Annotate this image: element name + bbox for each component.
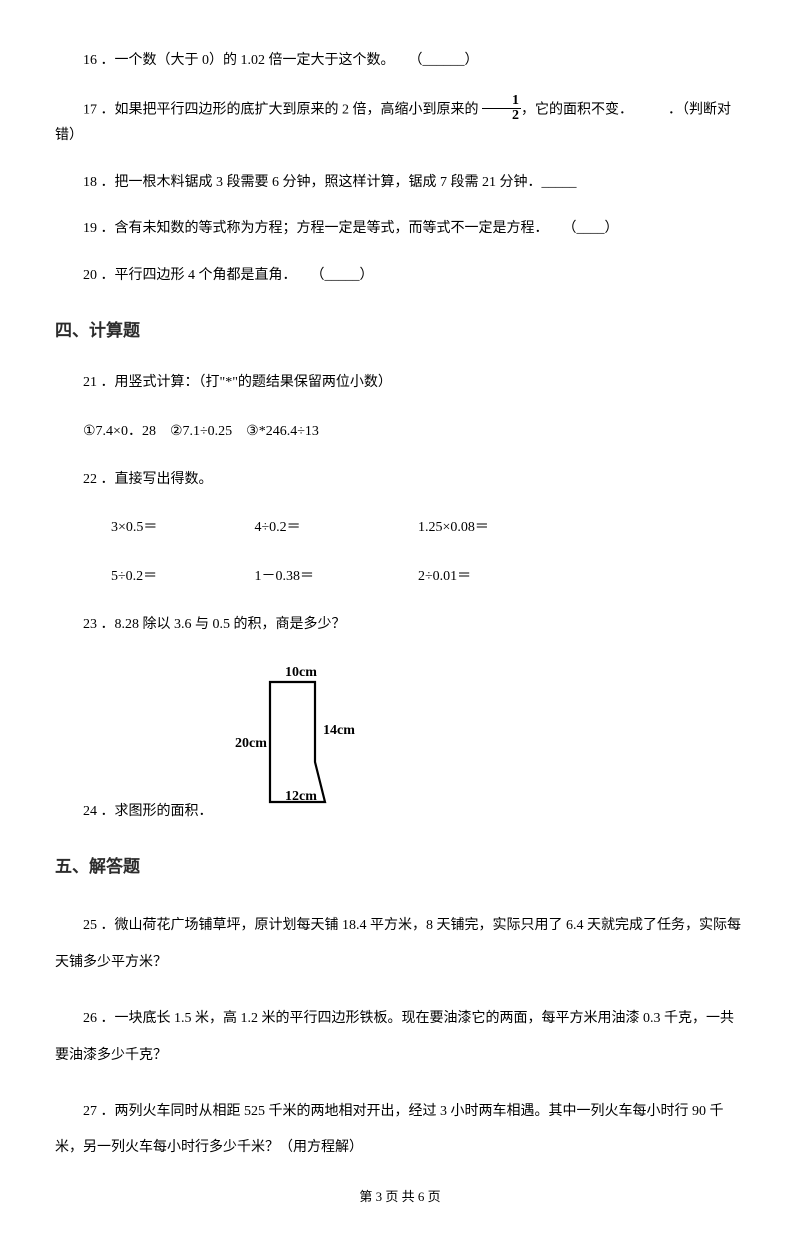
eq-3: 1.25×0.08＝ bbox=[390, 517, 489, 539]
question-19: 19 ．含有未知数的等式称为方程；方程一定是等式，而等式不一定是方程． （___… bbox=[55, 218, 745, 240]
eq-5: 1－0.38＝ bbox=[227, 566, 387, 588]
question-22-row1: 3×0.5＝ 4÷0.2＝ 1.25×0.08＝ bbox=[55, 517, 745, 539]
question-26: 26 ．一块底长 1.5 米，高 1.2 米的平行四边形铁板。现在要油漆它的两面… bbox=[55, 1001, 745, 1074]
section-4-title: 四、计算题 bbox=[55, 317, 745, 344]
figure-svg: 10cm 14cm 20cm 12cm bbox=[235, 662, 375, 812]
question-24: 24 ．求图形的面积． bbox=[55, 801, 745, 823]
question-22-row2: 5÷0.2＝ 1－0.38＝ 2÷0.01＝ bbox=[55, 566, 745, 588]
question-21: 21 ．用竖式计算：（打"*"的题结果保留两位小数） bbox=[55, 372, 745, 394]
question-17: 17 ．如果把平行四边形的底扩大到原来的 2 倍，高缩小到原来的 12，它的面积… bbox=[55, 96, 745, 147]
eq-2: 4÷0.2＝ bbox=[227, 517, 387, 539]
question-21-items: ①7.4×0．28 ②7.1÷0.25 ③*246.4÷13 bbox=[55, 421, 745, 443]
geometry-figure: 10cm 14cm 20cm 12cm bbox=[235, 662, 745, 820]
question-18: 18 ．把一根木料锯成 3 段需要 6 分钟，照这样计算，锯成 7 段需 21 … bbox=[55, 172, 745, 194]
label-bottom: 12cm bbox=[285, 789, 317, 804]
figure-shape bbox=[270, 682, 325, 802]
fraction-numerator: 1 bbox=[482, 94, 521, 109]
q17-text-p1: 17 ．如果把平行四边形的底扩大到原来的 2 倍，高缩小到原来的 bbox=[83, 103, 482, 118]
fraction-half: 12 bbox=[482, 94, 521, 123]
question-20: 20 ．平行四边形 4 个角都是直角． （_____） bbox=[55, 265, 745, 287]
section-5-title: 五、解答题 bbox=[55, 853, 745, 880]
eq-4: 5÷0.2＝ bbox=[83, 566, 223, 588]
eq-6: 2÷0.01＝ bbox=[390, 566, 471, 588]
eq-1: 3×0.5＝ bbox=[83, 517, 223, 539]
label-right: 14cm bbox=[323, 723, 355, 738]
question-22: 22 ．直接写出得数。 bbox=[55, 469, 745, 491]
question-25: 25 ．微山荷花广场铺草坪，原计划每天铺 18.4 平方米，8 天铺完，实际只用… bbox=[55, 908, 745, 981]
label-top: 10cm bbox=[285, 665, 317, 680]
question-27: 27 ．两列火车同时从相距 525 千米的两地相对开出，经过 3 小时两车相遇。… bbox=[55, 1094, 745, 1167]
fraction-denominator: 2 bbox=[482, 109, 521, 123]
question-23: 23 ．8.28 除以 3.6 与 0.5 的积，商是多少？ bbox=[55, 614, 745, 636]
page-footer: 第 3 页 共 6 页 bbox=[55, 1187, 745, 1208]
label-left: 20cm bbox=[235, 736, 267, 751]
question-16: 16 ．一个数（大于 0）的 1.02 倍一定大于这个数。 （______） bbox=[55, 50, 745, 72]
